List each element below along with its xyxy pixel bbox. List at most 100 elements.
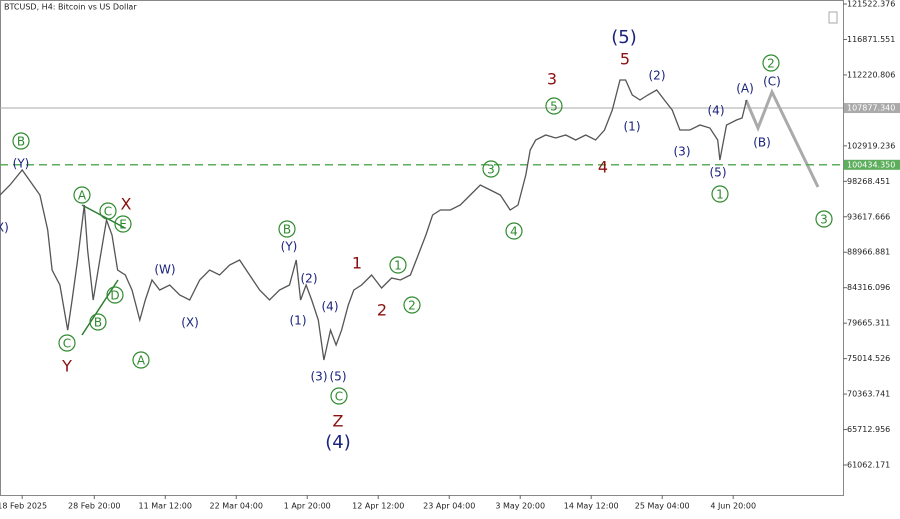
wave-label: 3: [547, 70, 557, 89]
wave-circle: [482, 160, 500, 178]
wave-label: D: [110, 289, 119, 303]
wave-label: Y: [61, 357, 72, 376]
wave-label: B: [283, 223, 291, 237]
wave-label: (W): [154, 263, 175, 277]
x-tick-label: 4 Jun 20:00: [710, 502, 756, 511]
wave-label: 5: [620, 50, 630, 69]
wave-label: A: [78, 189, 87, 203]
y-tick-label: 112220.806: [847, 70, 895, 79]
trend-line: [81, 279, 119, 336]
y-tick-label: 88966.881: [847, 248, 890, 257]
trend-line: [81, 204, 126, 229]
x-tick-label: 18 Feb 2025: [0, 502, 47, 511]
y-tick-label: 70363.741: [847, 390, 890, 399]
wave-label: (Y): [13, 157, 30, 171]
wave-label: (C): [763, 75, 781, 89]
forecast-path: [744, 88, 820, 188]
y-tick-label: 98268.451: [847, 177, 890, 186]
chart-title: BTCUSD, H4: Bitcoin vs US Dollar: [4, 3, 137, 12]
y-tick-label: 93617.666: [847, 212, 890, 221]
wave-label: Z: [333, 412, 344, 431]
wave-circle: [711, 185, 729, 203]
wave-label: (B): [753, 136, 771, 150]
wave-label: 5: [550, 100, 558, 114]
wave-label: 1: [716, 188, 724, 202]
wave-label: (3): [674, 145, 691, 159]
x-tick-label: 1 Apr 20:00: [284, 502, 331, 511]
wave-label: 4: [598, 158, 608, 177]
wave-label: (2): [649, 69, 666, 83]
y-tick-label: 65712.956: [847, 425, 890, 434]
wave-label: 1: [352, 254, 362, 273]
x-tick-label: 12 Apr 12:00: [352, 502, 404, 511]
x-tick-label: 25 May 04:00: [635, 502, 690, 511]
wave-circle: [73, 186, 91, 204]
wave-label: B: [94, 316, 102, 330]
wave-circle: [815, 210, 833, 228]
x-tick-label: 14 May 12:00: [564, 502, 619, 511]
wave-circle: [330, 387, 348, 405]
wave-label: (2): [301, 272, 318, 286]
wave-circle: [114, 215, 132, 233]
wave-label: (4): [322, 300, 339, 314]
wave-circle: [132, 351, 150, 369]
plot-frame: [0, 0, 844, 496]
wave-label: 2: [377, 301, 387, 320]
wave-label: (5): [710, 166, 727, 180]
y-tick-label: 61062.171: [847, 461, 890, 470]
wave-label: (4): [708, 104, 725, 118]
y-tick-label: 75014.526: [847, 354, 890, 363]
price-level-box: [844, 103, 900, 114]
wave-circle: [99, 202, 117, 220]
wave-label: (X): [0, 221, 9, 235]
price-level-label: 107877.340: [847, 104, 895, 113]
wave-label: 2: [767, 57, 775, 71]
wave-circle: [89, 313, 107, 331]
wave-label: C: [63, 337, 71, 351]
wave-circle: [12, 132, 30, 150]
wave-circle: [545, 97, 563, 115]
wave-circle: [389, 256, 407, 274]
wave-label: 2: [408, 299, 416, 313]
x-tick-label: 28 Feb 20:00: [68, 502, 120, 511]
wave-circle: [505, 222, 523, 240]
wave-circle: [106, 286, 124, 304]
wave-label: B: [17, 135, 25, 149]
wave-label: (A): [736, 82, 754, 96]
wave-circle: [762, 54, 780, 72]
wave-circle: [278, 220, 296, 238]
wave-label: 4: [510, 225, 518, 239]
wave-label: (3): [311, 370, 328, 384]
x-tick-label: 23 Apr 04:00: [423, 502, 475, 511]
wave-circle: [403, 296, 421, 314]
wave-label: C: [104, 205, 112, 219]
wave-label: 3: [820, 213, 828, 227]
y-tick-label: 84316.096: [847, 283, 890, 292]
wave-label: 1: [394, 259, 402, 273]
wave-label: 3: [487, 163, 495, 177]
x-tick-label: 3 May 20:00: [495, 502, 545, 511]
x-tick-label: 11 Mar 12:00: [139, 502, 192, 511]
x-tick-label: 22 Mar 04:00: [210, 502, 263, 511]
wave-label: (Y): [281, 240, 298, 254]
wave-label: X: [121, 195, 132, 214]
wave-label: (X): [181, 316, 199, 330]
wave-label: E: [119, 218, 127, 232]
scroll-icon[interactable]: [828, 11, 838, 24]
wave-label: (1): [624, 120, 641, 134]
price-line: [0, 79, 748, 361]
wave-label: A: [137, 354, 146, 368]
wave-circle: [58, 334, 76, 352]
wave-label: (5): [330, 370, 347, 384]
wave-label: (5): [611, 27, 637, 48]
y-tick-label: 102919.236: [847, 141, 895, 150]
y-tick-label: 79665.311: [847, 319, 890, 328]
wave-label: (4): [325, 432, 351, 453]
y-tick-label: 116871.551: [847, 35, 895, 44]
wave-label: (1): [290, 314, 307, 328]
y-tick-label: 121522.376: [847, 0, 895, 9]
price-level-label: 100434.350: [847, 160, 895, 169]
price-level-box: [844, 159, 900, 170]
